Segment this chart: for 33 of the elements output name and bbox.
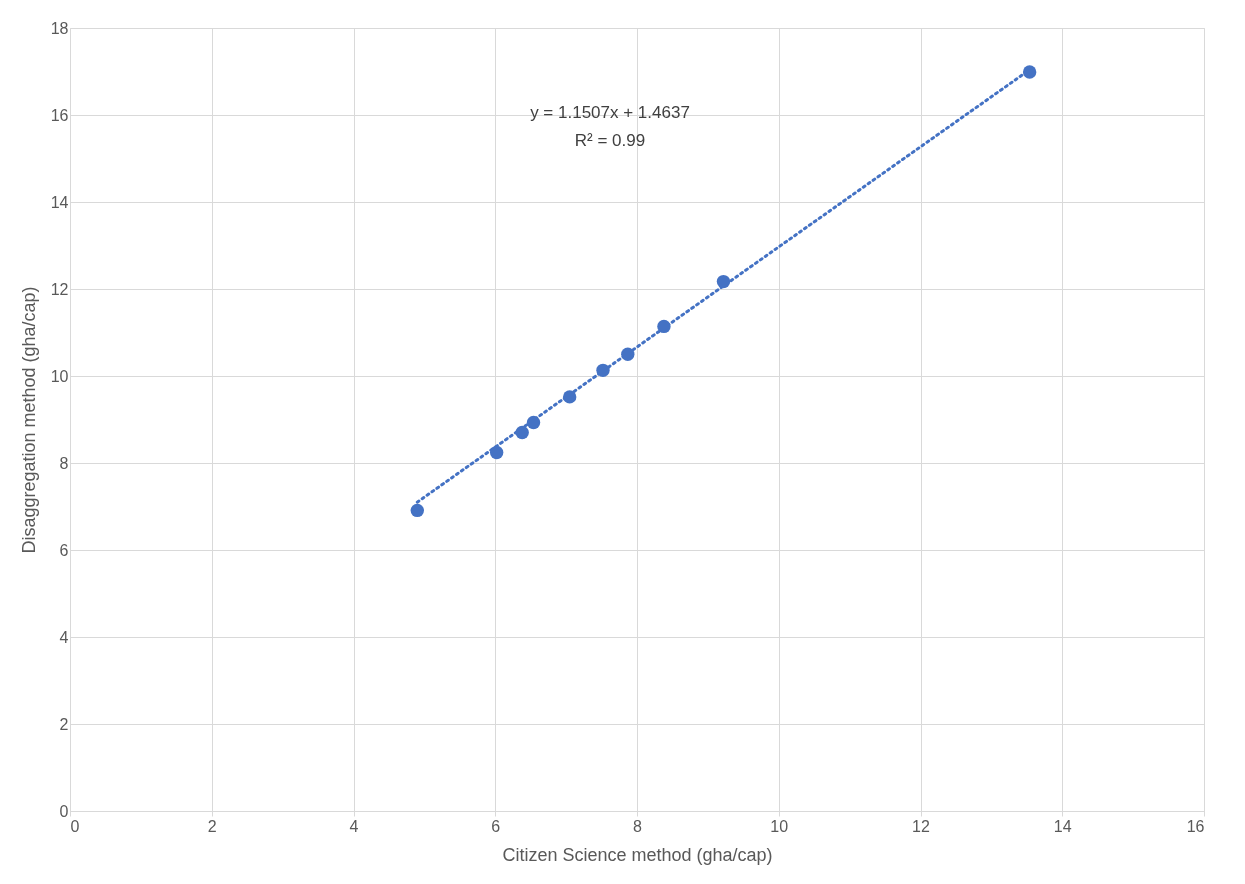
point	[596, 363, 610, 378]
x-tick-label: 10	[770, 817, 789, 835]
point	[562, 390, 577, 404]
y-tick-label: 8	[59, 454, 69, 472]
point	[621, 347, 635, 361]
y-tick-label: 2	[59, 715, 69, 733]
x-tick-label: 8	[633, 817, 643, 835]
x-tick-label: 2	[207, 817, 217, 835]
x-tick-label: 4	[349, 817, 359, 835]
x-tick-label: 0	[70, 817, 80, 835]
y-tick-label: 18	[50, 19, 69, 37]
x-tick-label: 16	[1186, 817, 1205, 835]
point	[1022, 65, 1037, 79]
y-tick-label: 6	[59, 541, 69, 559]
point	[489, 445, 504, 460]
y-tick-label: 14	[50, 193, 69, 211]
annotation: R² = 0.99	[574, 131, 646, 150]
y-tick-label: 16	[50, 106, 69, 124]
x-axis-title: Citizen Science method (gha/cap)	[502, 844, 773, 865]
y-tick-label: 0	[59, 802, 69, 820]
y-axis-title: Disaggregation method (gha/cap)	[18, 286, 39, 554]
x-tick-label: 14	[1053, 817, 1072, 835]
y-tick-label: 10	[50, 367, 69, 385]
y-tick-label: 4	[59, 628, 69, 646]
x-tick-label: 6	[491, 817, 501, 835]
y-tick-label: 12	[50, 280, 69, 298]
point	[515, 425, 529, 440]
point	[526, 415, 541, 430]
x-tick-label: 12	[912, 817, 930, 835]
point	[657, 319, 671, 334]
annotation: y = 1.1507x + 1.4637	[530, 103, 690, 122]
point	[410, 503, 424, 518]
point	[716, 274, 731, 289]
